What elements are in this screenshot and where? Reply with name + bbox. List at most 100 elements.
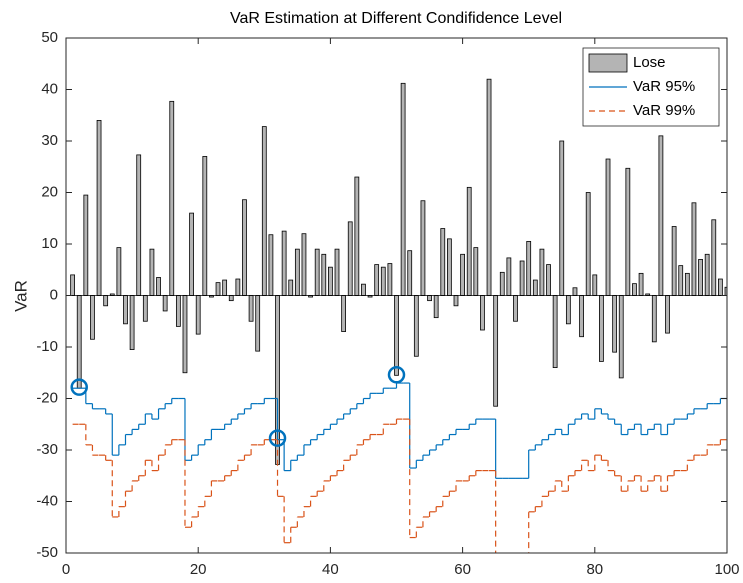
bar [446, 238, 452, 296]
bar [473, 247, 479, 296]
bar [288, 279, 294, 296]
bar [711, 219, 717, 296]
bar [513, 295, 518, 322]
bar [334, 248, 340, 296]
bar [658, 135, 664, 296]
x-tick-label: 60 [454, 561, 471, 578]
bar [493, 295, 499, 407]
y-tick-label: 10 [41, 235, 58, 252]
bar [427, 295, 432, 302]
y-tick-label: -30 [36, 441, 58, 458]
bar [321, 253, 327, 296]
bar [612, 295, 618, 353]
bar [83, 194, 89, 296]
y-tick-label: 30 [41, 132, 58, 149]
x-tick-label: 20 [190, 561, 207, 578]
bar [453, 295, 459, 307]
bar [599, 295, 604, 362]
bar [301, 233, 307, 296]
bar [215, 282, 221, 296]
bar [255, 295, 261, 352]
bar [572, 287, 578, 296]
bar [136, 154, 142, 296]
bar [294, 248, 300, 296]
bar [440, 228, 446, 296]
x-tick-label: 0 [62, 561, 70, 578]
bar [347, 221, 353, 296]
bar [480, 295, 485, 331]
bar [76, 295, 82, 389]
bar [394, 295, 399, 376]
bar [585, 192, 591, 296]
bar [142, 295, 148, 322]
bar [499, 271, 505, 296]
bar [235, 278, 241, 296]
axes-box [65, 37, 728, 554]
bar [632, 283, 637, 296]
bar [486, 78, 492, 296]
bar [222, 279, 228, 296]
bar [539, 248, 545, 296]
bar [314, 248, 320, 296]
bar [724, 286, 727, 296]
bar [579, 295, 584, 338]
bar [169, 100, 175, 296]
bar [433, 295, 439, 319]
x-tick-label: 40 [322, 561, 339, 578]
bar [202, 156, 208, 296]
y-tick-label: 20 [41, 183, 58, 200]
y-axis-label: VaR [11, 280, 30, 312]
bar [70, 274, 75, 296]
y-tick-label: -40 [36, 492, 58, 509]
bar [242, 199, 247, 296]
bar [684, 272, 690, 296]
bar [195, 295, 201, 335]
bar [228, 295, 234, 302]
legend-swatch [588, 53, 628, 73]
bar [704, 253, 710, 296]
bar [698, 259, 703, 296]
bar [328, 266, 333, 296]
bar [175, 295, 181, 327]
y-tick-label: -10 [36, 338, 58, 355]
bar [129, 295, 135, 350]
bar [466, 186, 472, 296]
bar [189, 212, 194, 296]
y-tick-label: -50 [36, 544, 58, 561]
bar [380, 266, 386, 296]
bar [605, 158, 611, 296]
y-tick-label: 40 [41, 80, 58, 97]
bar [559, 140, 565, 296]
bar [651, 295, 657, 343]
y-tick-label: 0 [50, 286, 58, 303]
bar [156, 277, 161, 296]
bar [420, 200, 426, 296]
bar [618, 295, 624, 379]
bar [162, 295, 168, 312]
bar [182, 295, 188, 374]
x-tick-label: 80 [586, 561, 603, 578]
chart-title: VaR Estimation at Different Condifidence… [230, 10, 562, 27]
bar [671, 226, 677, 296]
bar [552, 295, 558, 368]
bar [387, 263, 393, 296]
bar [718, 278, 723, 296]
bar [374, 264, 380, 296]
bar [638, 272, 644, 296]
breach-marker [70, 378, 88, 396]
bar [341, 295, 347, 332]
bar [413, 295, 419, 357]
plot-area [66, 78, 727, 553]
bar [354, 176, 360, 296]
x-tick-label: 100 [714, 561, 739, 578]
bar [532, 279, 538, 296]
legend-label: VaR 99% [633, 102, 695, 119]
legend-label: VaR 95% [633, 78, 695, 95]
breach-marker [268, 429, 287, 447]
bar [526, 241, 532, 296]
bar [519, 260, 525, 296]
bar [261, 126, 267, 296]
bar [691, 202, 697, 296]
bar [248, 295, 254, 322]
